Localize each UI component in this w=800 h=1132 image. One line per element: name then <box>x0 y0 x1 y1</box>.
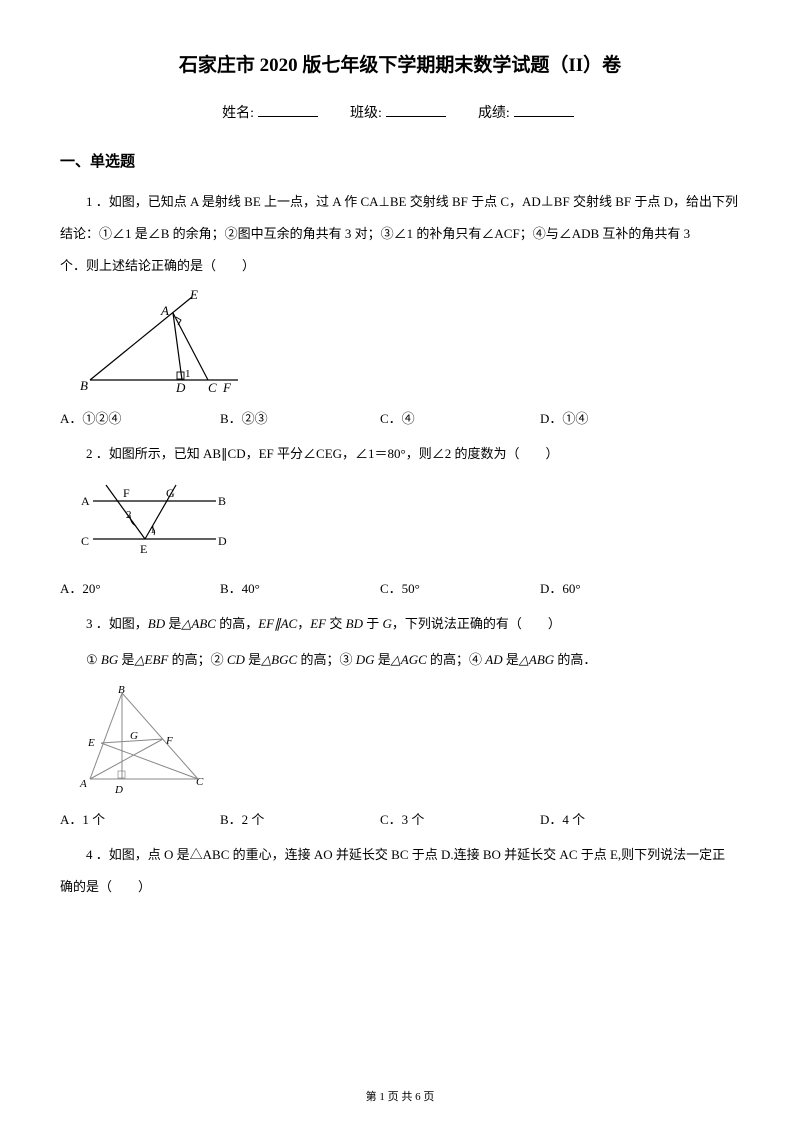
q1-optD: D．①④ <box>540 408 700 427</box>
q3-abc: △ABC <box>181 616 216 631</box>
svg-text:C: C <box>208 380 217 395</box>
svg-text:A: A <box>160 303 169 318</box>
q1-line1: 1 ．如图，已知点 A 是射线 BE 上一点，过 A 作 CA⊥BE 交射线 B… <box>60 189 740 215</box>
q3-t2h: 是 <box>503 652 519 667</box>
q3-t1e: 交 <box>326 616 346 631</box>
page-footer: 第 1 页 共 6 页 <box>0 1088 800 1104</box>
q2-optA: A．20° <box>60 578 220 597</box>
svg-text:E: E <box>140 542 147 556</box>
svg-text:E: E <box>189 287 198 302</box>
q4-line2: 确的是（ ） <box>60 874 740 900</box>
q1-optB: B．②③ <box>220 408 380 427</box>
q3-agc: △AGC <box>391 652 427 667</box>
q1-optC: C．④ <box>380 408 540 427</box>
q2-text: 2 ．如图所示，已知 AB∥CD，EF 平分∠CEG，∠1＝80°，则∠2 的度… <box>60 441 740 467</box>
q2-optC: C．50° <box>380 578 540 597</box>
q3-t1a: 3 ．如图， <box>86 616 148 631</box>
q1-line3: 个．则上述结论正确的是（ ） <box>60 253 740 279</box>
q3-bd2: BD <box>346 616 363 631</box>
q3-optB: B．2 个 <box>220 809 380 828</box>
svg-text:F: F <box>165 735 173 747</box>
q1-optA: A．①②④ <box>60 408 220 427</box>
q3-cd: CD <box>227 652 245 667</box>
svg-text:B: B <box>218 494 226 508</box>
svg-text:F: F <box>222 380 232 395</box>
q3-bg: BG <box>101 652 118 667</box>
q2-optB: B．40° <box>220 578 380 597</box>
q3-optD: D．4 个 <box>540 809 700 828</box>
q1-line2: 结论：①∠1 是∠B 的余角；②图中互余的角共有 3 对；③∠1 的补角只有∠A… <box>60 221 740 247</box>
q3-ebf: △EBF <box>135 652 169 667</box>
q4-line1: 4 ．如图，点 O 是△ABC 的重心，连接 AO 并延长交 BC 于点 D.连… <box>60 842 740 868</box>
svg-text:B: B <box>80 378 88 393</box>
q1-options: A．①②④ B．②③ C．④ D．①④ <box>60 408 740 427</box>
q3-line1: 3 ．如图，BD 是△ABC 的高，EF∥AC，EF 交 BD 于 G，下列说法… <box>60 611 740 637</box>
score-label: 成绩: <box>478 106 510 121</box>
svg-text:E: E <box>87 737 95 749</box>
q3-ad: AD <box>485 652 502 667</box>
q3-t2g: 的高；④ <box>427 652 486 667</box>
q3-t1b: 是 <box>165 616 181 631</box>
q3-abg: △ABG <box>519 652 554 667</box>
q3-optC: C．3 个 <box>380 809 540 828</box>
q3-t1g: ，下列说法正确的有（ ） <box>392 616 561 631</box>
q3-t1d: ， <box>297 616 310 631</box>
svg-text:D: D <box>218 534 227 548</box>
q3-diagram: B A C D E F G <box>78 681 740 801</box>
class-label: 班级: <box>350 106 382 121</box>
q3-t1f: 于 <box>363 616 383 631</box>
q3-options: A．1 个 B．2 个 C．3 个 D．4 个 <box>60 809 740 828</box>
q2-optD: D．60° <box>540 578 700 597</box>
q3-t1c: 的高， <box>216 616 258 631</box>
svg-text:A: A <box>81 494 90 508</box>
q3-line2: ① BG 是△EBF 的高；② CD 是△BGC 的高；③ DG 是△AGC 的… <box>60 647 740 673</box>
q3-t2a: ① <box>86 652 101 667</box>
svg-text:C: C <box>81 534 89 548</box>
svg-text:F: F <box>123 486 130 500</box>
q3-t2d: 是 <box>245 652 261 667</box>
q3-t2b: 是 <box>118 652 134 667</box>
svg-text:1: 1 <box>185 368 191 380</box>
class-blank <box>386 116 446 117</box>
student-info-row: 姓名: 班级: 成绩: <box>60 102 740 122</box>
name-blank <box>258 116 318 117</box>
svg-text:A: A <box>79 778 87 790</box>
q3-dg: DG <box>356 652 375 667</box>
q3-t2e: 的高；③ <box>297 652 356 667</box>
q3-g: G <box>382 616 391 631</box>
q2-diagram: A B C D E F G 1 2 <box>78 475 740 570</box>
q3-optA: A．1 个 <box>60 809 220 828</box>
q3-ef: EF <box>310 616 326 631</box>
q3-efac: EF∥AC <box>258 616 297 631</box>
section-1-header: 一、单选题 <box>60 150 740 171</box>
name-label: 姓名: <box>222 106 254 121</box>
q3-bgc: △BGC <box>261 652 297 667</box>
q3-t2c: 的高；② <box>168 652 227 667</box>
q3-t2i: 的高． <box>554 652 596 667</box>
q1-diagram: E A B D C F 1 <box>78 287 740 400</box>
svg-text:D: D <box>114 784 123 796</box>
score-blank <box>514 116 574 117</box>
svg-text:D: D <box>175 380 186 395</box>
q2-options: A．20° B．40° C．50° D．60° <box>60 578 740 597</box>
q3-t2f: 是 <box>374 652 390 667</box>
q3-bd: BD <box>148 616 165 631</box>
page-title: 石家庄市 2020 版七年级下学期期末数学试题（II）卷 <box>60 50 740 77</box>
